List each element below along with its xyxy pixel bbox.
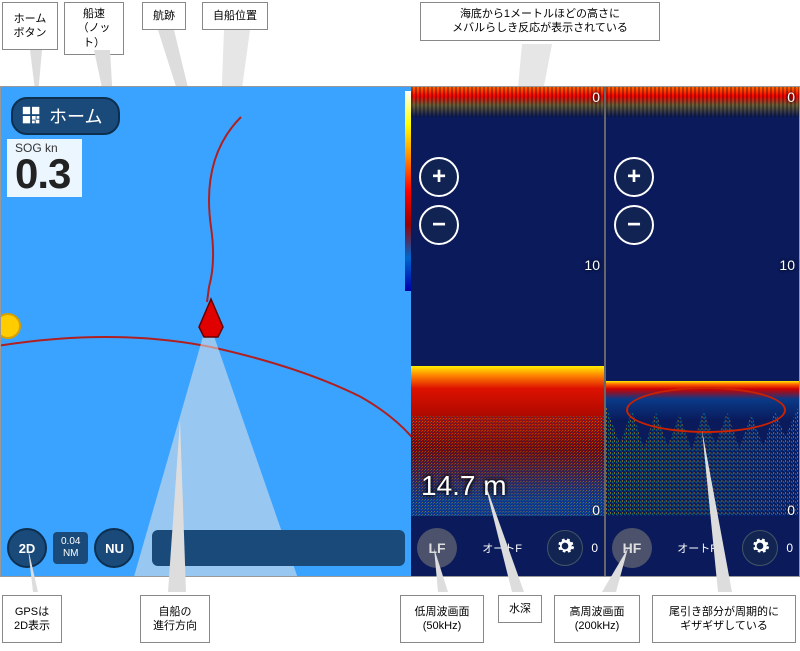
anno-2d: GPSは 2D表示: [2, 595, 62, 643]
device-screen: ホーム SOG kn 0.3 2D 0.04 NM NU: [0, 86, 800, 577]
hf-scale-top: 0: [787, 89, 795, 105]
pointer-jagged: [690, 430, 740, 596]
lf-zoom-out[interactable]: −: [419, 205, 459, 245]
anno-jagged: 尾引き部分が周期的に ギザギザしている: [652, 595, 796, 643]
hf-zero: 0: [786, 541, 793, 555]
hf-settings-button[interactable]: [742, 530, 778, 566]
anno-depth: 水深: [498, 595, 542, 623]
home-label: ホーム: [49, 103, 102, 129]
anno-track: 航跡: [142, 2, 186, 30]
pointer-depth: [480, 480, 530, 596]
hf-scale-bot: 0: [787, 502, 795, 518]
gear-icon: [555, 536, 575, 561]
anno-heading: 自船の 進行方向: [140, 595, 210, 643]
pointer-2d: [18, 548, 48, 596]
hf-zoom-in[interactable]: +: [614, 157, 654, 197]
anno-ownship: 自船位置: [202, 2, 268, 30]
lf-color-scale: [405, 91, 411, 291]
lf-scale-mid: 10: [584, 257, 600, 273]
lf-scale-bot: 0: [592, 502, 600, 518]
ownship-icon: [196, 297, 226, 344]
pointer-heading: [160, 420, 200, 596]
anno-fish: 海底から1メートルほどの高さに メバルらしき反応が表示されている: [420, 2, 660, 41]
hf-scale-mid: 10: [779, 257, 795, 273]
anno-home: ホーム ボタン: [2, 2, 58, 50]
chart-panel: ホーム SOG kn 0.3 2D 0.04 NM NU: [1, 87, 411, 576]
nu-button[interactable]: NU: [94, 528, 134, 568]
lf-zoom-in[interactable]: +: [419, 157, 459, 197]
range-readout: 0.04 NM: [53, 532, 88, 564]
home-button[interactable]: ホーム: [11, 97, 120, 135]
anno-lf: 低周波画面 (50kHz): [400, 595, 484, 643]
hf-callout-ellipse: [626, 387, 786, 433]
lf-surface-clutter: [411, 87, 604, 117]
pointer-lf: [426, 548, 456, 596]
sonar-wrap: 0 10 0 + − 14.7 m LF オートF 0: [411, 87, 799, 576]
lf-zero: 0: [591, 541, 598, 555]
hf-surface-clutter: [606, 87, 799, 117]
lf-scale-top: 0: [592, 89, 600, 105]
sog-readout: SOG kn 0.3: [7, 139, 82, 197]
home-icon: [21, 105, 43, 127]
anno-hf: 高周波画面 (200kHz): [554, 595, 640, 643]
hf-zoom-out[interactable]: −: [614, 205, 654, 245]
gear-icon: [750, 536, 770, 561]
lf-settings-button[interactable]: [547, 530, 583, 566]
sog-value: 0.3: [15, 155, 70, 193]
anno-sog: 船速 （ノット）: [64, 2, 124, 55]
chart-bottom-bar: 2D 0.04 NM NU: [7, 528, 405, 568]
pointer-hf: [600, 548, 640, 596]
